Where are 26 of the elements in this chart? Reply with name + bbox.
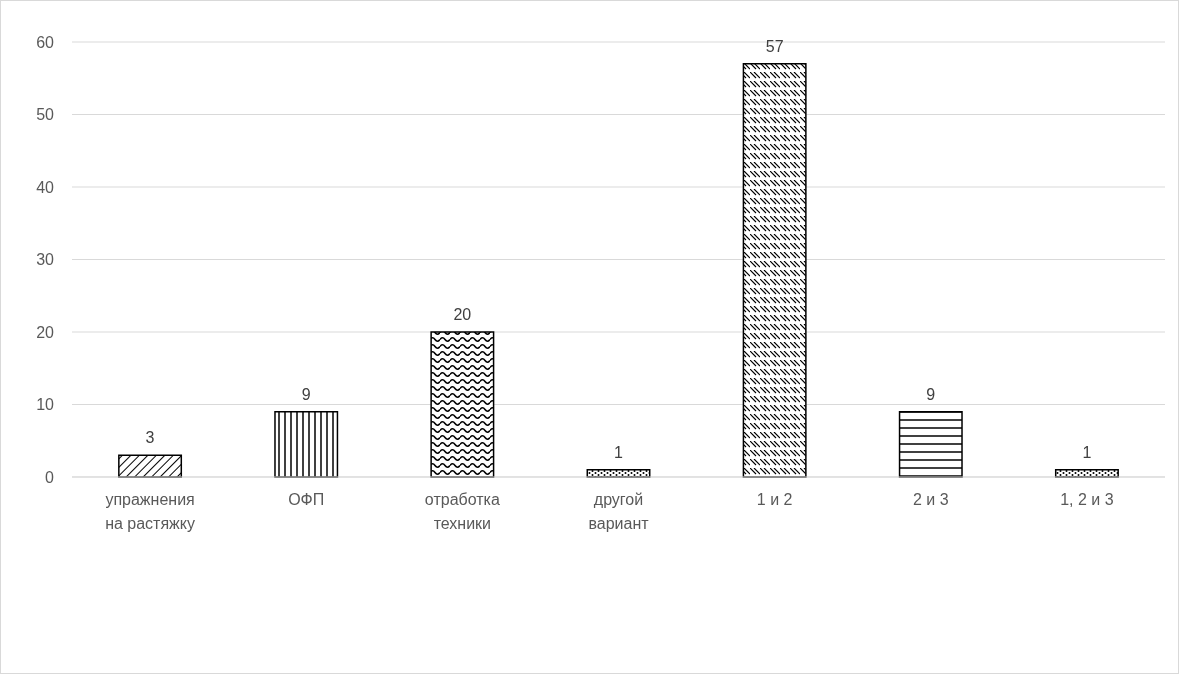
y-tick-label: 20 [36, 323, 55, 341]
bar [118, 454, 183, 478]
x-tick-label: отработка техники [424, 491, 500, 532]
data-label: 57 [765, 37, 784, 55]
bar [430, 331, 495, 478]
y-tick-label: 10 [36, 396, 55, 414]
data-label: 9 [301, 385, 311, 403]
bar [742, 63, 807, 478]
data-label: 20 [453, 306, 472, 323]
bar [274, 411, 339, 478]
data-label: 3 [145, 429, 155, 447]
data-label: 1 [614, 443, 624, 461]
y-tick-label: 30 [36, 251, 55, 269]
x-tick-label: 2 и 3 [912, 491, 949, 508]
x-tick-label: ОФП [288, 491, 325, 508]
data-label: 9 [926, 385, 936, 403]
x-tick-label: другой вариант [588, 491, 650, 532]
y-tick-label: 40 [36, 178, 55, 196]
bar [898, 411, 963, 478]
y-tick-label: 50 [36, 106, 55, 124]
y-tick-label: 60 [36, 33, 55, 51]
x-tick-label: 1, 2 и 3 [1060, 491, 1114, 508]
x-tick-label: упражнения на растяжку [105, 491, 195, 532]
x-tick-label: 1 и 2 [756, 491, 793, 508]
data-label: 1 [1082, 443, 1092, 461]
y-tick-label: 0 [45, 468, 55, 486]
